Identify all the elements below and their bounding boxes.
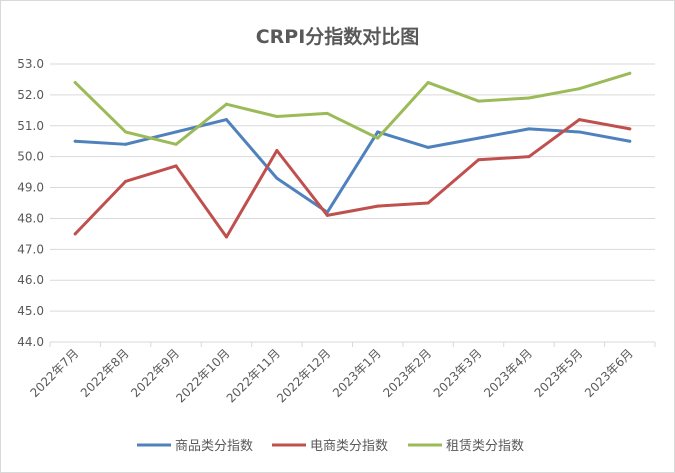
data-point [275, 148, 279, 152]
data-point [426, 81, 430, 85]
legend: 商品类分指数 电商类分指数 租赁类分指数 [137, 439, 524, 454]
data-point [325, 213, 329, 217]
legend-label: 商品类分指数 [175, 439, 253, 454]
data-point [275, 115, 279, 119]
data-point [527, 127, 531, 131]
data-point [527, 96, 531, 100]
y-tick-label: 53.0 [17, 57, 44, 71]
data-point [477, 99, 481, 103]
y-tick-label: 48.0 [17, 211, 44, 225]
data-point [124, 142, 128, 146]
data-point [628, 71, 632, 75]
data-point [477, 158, 481, 162]
y-tick-label: 45.0 [17, 304, 44, 318]
data-point [174, 164, 178, 168]
legend-label: 电商类分指数 [310, 439, 388, 454]
data-point [426, 145, 430, 149]
series-line-1 [73, 118, 632, 239]
y-tick-label: 50.0 [17, 150, 44, 164]
data-point [628, 139, 632, 143]
gridlines [50, 63, 655, 343]
data-point [124, 179, 128, 183]
data-point [224, 235, 228, 239]
data-point [376, 136, 380, 140]
x-tick-label: 2023年2月 [380, 346, 434, 400]
y-tick-label: 47.0 [17, 242, 44, 256]
x-tick-label: 2023年4月 [481, 346, 535, 400]
data-point [628, 127, 632, 131]
y-tick-label: 49.0 [17, 181, 44, 195]
data-point [325, 111, 329, 115]
y-tick-label: 44.0 [17, 335, 44, 349]
data-point [275, 176, 279, 180]
x-tick-label: 2022年9月 [128, 346, 182, 400]
series-line-2 [73, 71, 632, 146]
data-point [477, 136, 481, 140]
data-point [426, 201, 430, 205]
data-point [376, 130, 380, 134]
data-point [224, 102, 228, 106]
data-point [174, 142, 178, 146]
y-tick-label: 51.0 [17, 119, 44, 133]
data-point [577, 87, 581, 91]
y-tick-label: 46.0 [17, 273, 44, 287]
data-point [73, 81, 77, 85]
x-tick-label: 2022年7月 [27, 346, 81, 400]
data-point [376, 204, 380, 208]
data-point [577, 130, 581, 134]
x-tick-label: 2023年1月 [330, 346, 384, 400]
x-tick-label: 2023年6月 [582, 346, 636, 400]
data-point [73, 232, 77, 236]
series-lines [73, 71, 632, 239]
x-tick-label: 2023年5月 [532, 346, 586, 400]
data-point [174, 130, 178, 134]
data-point [527, 155, 531, 159]
y-tick-label: 52.0 [17, 88, 44, 102]
data-point [224, 118, 228, 122]
legend-label: 租赁类分指数 [446, 439, 524, 454]
x-tick-label: 2022年12月 [274, 346, 333, 405]
data-point [73, 139, 77, 143]
x-tick-label: 2022年8月 [78, 346, 132, 400]
data-point [577, 118, 581, 122]
chart-title: CRPI分指数对比图 [255, 26, 420, 48]
data-point [124, 130, 128, 134]
axes: 44.0 45.0 46.0 47.0 48.0 49.0 50.0 51.0 52.0 53.0… [17, 57, 656, 405]
series-line-0 [73, 118, 632, 214]
x-tick-label: 2023年3月 [431, 346, 485, 400]
